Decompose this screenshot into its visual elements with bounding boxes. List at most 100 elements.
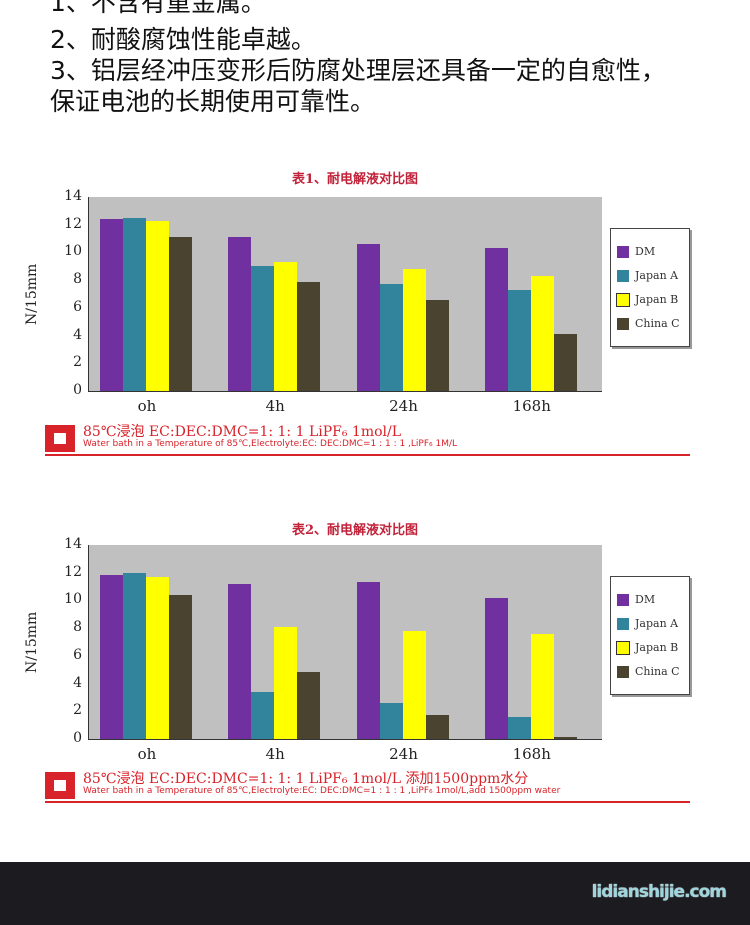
bar-dm-168h [484, 248, 508, 391]
bar-japan-b-4h [274, 262, 298, 391]
x-tick-label: 24h [389, 745, 418, 763]
x-tick-label: 168h [512, 745, 551, 763]
legend-swatch [616, 640, 630, 655]
legend-label: Japan A [635, 269, 679, 282]
legend-item: DM [617, 593, 655, 606]
intro-line-3: 3、铝层经冲压变形后防腐处理层还具备一定的自愈性， [50, 56, 666, 85]
y-tick-label: 0 [73, 382, 82, 398]
square-bullet-icon [45, 772, 75, 799]
bar-china-c-4h [297, 672, 321, 739]
x-tick-label: oh [137, 397, 157, 415]
bar-japan-b-168h [530, 633, 554, 739]
y-tick-label: 0 [73, 730, 82, 746]
legend-item: China C [617, 665, 680, 678]
caption-main: 85℃浸泡 EC:DEC:DMC=1: 1: 1 LiPF₆ 1mol/L [83, 424, 402, 440]
bar-china-c-oh [169, 237, 192, 391]
legend-swatch [617, 617, 629, 630]
intro-line-4: 保证电池的长期使用可靠性。 [50, 87, 376, 116]
legend-swatch [616, 292, 630, 307]
bar-japan-b-oh [146, 576, 169, 739]
legend-swatch [617, 317, 629, 330]
bar-dm-oh [100, 575, 123, 739]
legend-label: Japan B [635, 293, 679, 306]
bar-japan-a-oh [123, 217, 146, 391]
legend: DM Japan A Japan B China C [610, 576, 690, 695]
legend: DM Japan A Japan B China C [610, 228, 690, 347]
chart-title: 表2、耐电解液对比图 [291, 523, 419, 538]
bar-dm-24h [356, 244, 380, 391]
y-tick-label: 4 [73, 674, 82, 691]
y-tick-label: 2 [73, 354, 82, 371]
legend-label: Japan A [635, 617, 679, 630]
legend-swatch [617, 269, 629, 282]
bar-japan-a-168h [507, 289, 531, 391]
bar-china-c-24h [425, 299, 449, 391]
legend-swatch [617, 593, 629, 606]
bar-japan-b-24h [402, 269, 426, 391]
y-tick-label: 8 [73, 271, 82, 288]
y-tick-label: 10 [64, 243, 82, 260]
x-tick-label: 168h [512, 397, 551, 415]
y-tick-label: 2 [73, 702, 82, 719]
bar-japan-a-24h [379, 702, 403, 739]
caption-main: 85℃浸泡 EC:DEC:DMC=1: 1: 1 LiPF₆ 1mol/L 添加… [83, 771, 529, 787]
legend-label: DM [635, 593, 656, 606]
legend-label: Japan B [635, 641, 679, 654]
bar-china-c-168h [553, 334, 577, 391]
y-tick-label: 6 [73, 298, 82, 315]
bar-japan-a-oh [123, 572, 146, 739]
x-tick-label: 24h [389, 397, 418, 415]
y-axis-label: N/15mm [24, 611, 40, 673]
y-tick-label: 12 [64, 563, 82, 580]
bar-japan-a-168h [507, 716, 531, 739]
intro-line-2: 2、耐酸腐蚀性能卓越。 [50, 25, 316, 54]
legend-swatch [617, 245, 629, 258]
y-tick-label: 14 [64, 188, 82, 204]
legend-item: DM [617, 245, 655, 258]
y-tick-label: 10 [64, 591, 82, 608]
caption-divider [45, 801, 690, 803]
legend-swatch [617, 665, 629, 678]
bar-japan-b-oh [146, 220, 169, 391]
x-tick-label: oh [137, 745, 157, 763]
legend-item: China C [617, 317, 680, 330]
caption-english: Water bath in a Temperature of 85℃,Elect… [83, 786, 561, 796]
y-tick-label: 12 [64, 215, 82, 232]
bar-dm-4h [228, 583, 252, 739]
bar-japan-a-4h [251, 266, 275, 391]
intro-line-1: 1、不含有重金属。 [50, 0, 266, 17]
bar-dm-168h [484, 597, 508, 739]
x-tick-label: 4h [265, 397, 285, 415]
bar-dm-4h [228, 237, 252, 391]
y-tick-label: 14 [64, 536, 82, 552]
chart-title: 表1、耐电解液对比图 [291, 172, 419, 187]
legend-item: Japan B [616, 640, 679, 655]
bar-china-c-oh [169, 594, 192, 739]
y-tick-label: 8 [73, 619, 82, 636]
square-bullet-icon [45, 425, 75, 452]
caption-english: Water bath in a Temperature of 85℃,Elect… [83, 439, 458, 449]
caption-divider [45, 454, 690, 456]
bar-japan-b-4h [274, 626, 298, 739]
bar-china-c-4h [297, 281, 321, 391]
x-tick-label: 4h [265, 745, 285, 763]
legend-item: Japan A [617, 617, 678, 630]
bar-japan-a-4h [251, 691, 275, 739]
legend-item: Japan A [617, 269, 678, 282]
y-axis-label: N/15mm [24, 263, 40, 325]
bar-japan-a-24h [379, 284, 403, 391]
bar-china-c-168h [553, 736, 577, 739]
y-tick-label: 4 [73, 326, 82, 343]
legend-label: China C [635, 665, 680, 678]
legend-label: DM [635, 245, 656, 258]
bar-dm-oh [100, 219, 123, 391]
bar-china-c-24h [425, 715, 449, 739]
y-tick-label: 6 [73, 646, 82, 663]
footer: lidianshijie.com [0, 862, 750, 925]
bar-dm-24h [356, 582, 380, 739]
legend-item: Japan B [616, 292, 679, 307]
bar-japan-b-24h [402, 630, 426, 739]
legend-label: China C [635, 317, 680, 330]
brand-logo: lidianshijie.com [591, 882, 727, 902]
bar-japan-b-168h [530, 275, 554, 391]
